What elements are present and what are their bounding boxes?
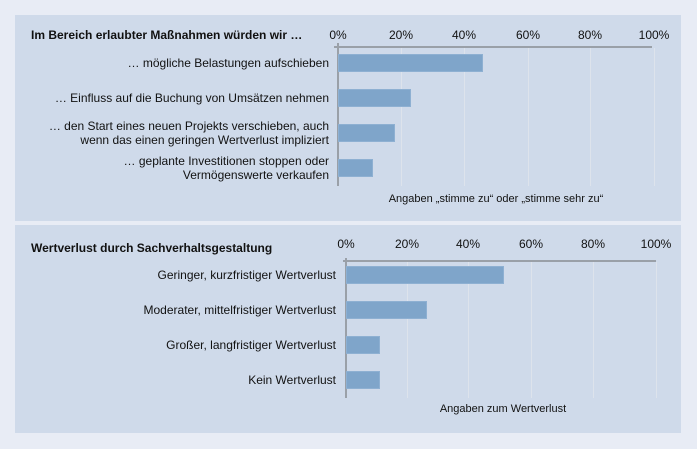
x-tick: 20% xyxy=(388,28,414,42)
x-axis-line xyxy=(343,260,656,262)
bar xyxy=(338,124,395,142)
x-axis-label: Angaben zum Wertverlust xyxy=(439,403,567,415)
gridline xyxy=(528,48,529,186)
x-tick: 80% xyxy=(580,237,606,251)
category-label: … geplante Investitionen stoppen oder Ver… xyxy=(123,154,329,182)
category-label: … Einfluss auf die Buchung von Umsätzen … xyxy=(54,91,329,105)
x-tick: 0% xyxy=(337,237,355,251)
category-label: Geringer, kurzfristiger Wertverlust xyxy=(157,268,337,282)
category-label: Großer, langfristiger Wertverlust xyxy=(166,338,336,352)
bar xyxy=(346,371,381,389)
gridline xyxy=(464,48,465,186)
gridline xyxy=(407,262,408,398)
gridline xyxy=(401,48,402,186)
category-labels: … mögliche Belastungen aufschieben … Ein… xyxy=(15,15,329,221)
x-axis-line xyxy=(334,46,652,48)
gridline xyxy=(656,262,657,398)
y-axis-line xyxy=(345,258,347,398)
x-tick: 20% xyxy=(394,237,420,251)
x-tick: 40% xyxy=(455,237,481,251)
bar xyxy=(346,301,427,319)
gridline xyxy=(593,262,594,398)
x-tick: 100% xyxy=(640,237,672,251)
x-tick: 0% xyxy=(329,28,347,42)
x-tick: 40% xyxy=(451,28,477,42)
bar xyxy=(338,54,484,72)
gridline xyxy=(590,48,591,186)
x-axis-label: Angaben „stimme zu“ oder „stimme sehr zu… xyxy=(388,193,604,205)
chart-panel-value-loss: Wertverlust durch Sachverhaltsgestaltung… xyxy=(15,225,681,433)
bar xyxy=(346,336,381,354)
bar xyxy=(346,266,505,284)
category-labels: Geringer, kurzfristiger Wertverlust Mode… xyxy=(15,225,337,433)
x-tick: 80% xyxy=(577,28,603,42)
gridline xyxy=(468,262,469,398)
category-label: … mögliche Belastungen aufschieben xyxy=(127,56,329,70)
gridline xyxy=(531,262,532,398)
category-label: Kein Wertverlust xyxy=(248,373,336,387)
y-axis-line xyxy=(337,43,339,186)
chart-title: Im Bereich erlaubter Maßnahmen würden wi… xyxy=(31,28,303,42)
chart-panel-measures: Im Bereich erlaubter Maßnahmen würden wi… xyxy=(15,15,681,221)
category-label: Moderater, mittelfristiger Wertverlust xyxy=(143,303,337,317)
x-tick: 60% xyxy=(515,28,541,42)
bar xyxy=(338,159,373,177)
x-tick: 60% xyxy=(518,237,544,251)
gridline xyxy=(654,48,655,186)
x-tick: 100% xyxy=(638,28,670,42)
category-label: … den Start eines neuen Projekts verschi… xyxy=(48,119,329,147)
bar xyxy=(338,89,411,107)
chart-title: Wertverlust durch Sachverhaltsgestaltung xyxy=(31,241,273,255)
